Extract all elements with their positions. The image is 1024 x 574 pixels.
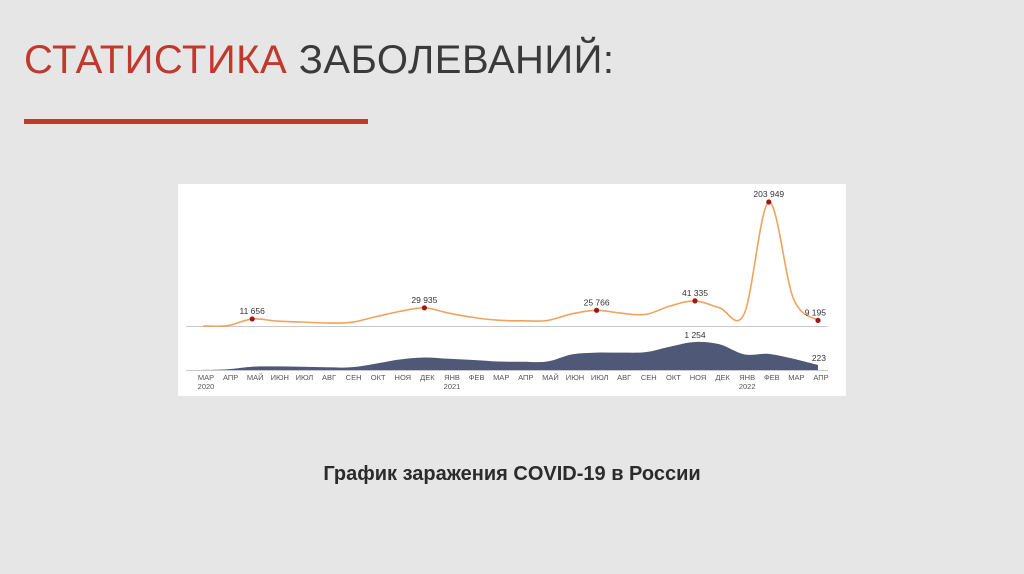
cases-peak-label: 11 656 (240, 306, 266, 316)
month-tick-label: СЕН (346, 373, 362, 382)
cases-peak-marker (766, 199, 772, 205)
cases-peak-marker (815, 317, 821, 324)
cases-peak-label: 41 335 (682, 288, 708, 298)
deaths-area (203, 341, 818, 370)
chart-panel: 11 656 29 935 25 766 41 335 203 949 9 195 1 25… (178, 184, 846, 396)
month-tick-label: НОЯ (395, 373, 412, 382)
month-tick-label: МАЙ (247, 373, 264, 382)
month-tick-label: ФЕВ (469, 373, 485, 382)
year-tick-label: 2021 (444, 382, 461, 391)
month-tick-label: НОЯ (690, 373, 707, 382)
month-tick-label: АПР (813, 373, 828, 382)
title-accent: СТАТИСТИКА (24, 38, 288, 82)
month-tick-label: МАР (198, 373, 214, 382)
month-tick-label: ЯНВ (739, 373, 755, 382)
month-tick-label: ДЕК (420, 373, 435, 382)
title-rest: ЗАБОЛЕВАНИЙ: (298, 38, 615, 82)
chart-caption: График заражения COVID-19 в России (323, 463, 701, 485)
month-tick-label: МАЙ (542, 373, 559, 382)
cases-peak-marker (594, 307, 600, 313)
month-tick-label: ДЕК (715, 373, 730, 382)
year-tick-label: 2020 (198, 382, 215, 391)
cases-peak-label: 203 949 (753, 189, 784, 199)
cases-line (202, 201, 819, 328)
slide-title: СТАТИСТИКА ЗАБОЛЕВАНИЙ: (24, 40, 615, 80)
covid-chart: 11 656 29 935 25 766 41 335 203 949 9 195 1 25… (186, 189, 829, 391)
cases-peak-label: 29 935 (411, 295, 437, 305)
month-tick-label: СЕН (641, 373, 657, 382)
month-tick-label: ИЮН (566, 373, 584, 382)
month-tick-label: ИЮЛ (296, 373, 314, 382)
month-tick-label: АВГ (322, 373, 336, 382)
month-tick-label: АВГ (617, 373, 631, 382)
cases-peak-marker (249, 316, 255, 322)
cases-peak-label: 25 766 (584, 297, 610, 307)
month-tick-label: АПР (518, 373, 533, 382)
cases-peak-marker (692, 298, 698, 304)
month-tick-label: ОКТ (371, 373, 386, 382)
cases-peak-marker (421, 305, 427, 311)
month-tick-label: АПР (223, 373, 238, 382)
title-underline (24, 119, 368, 124)
month-tick-label: МАР (788, 373, 804, 382)
month-tick-label: ИЮН (271, 373, 289, 382)
month-tick-label: ЯНВ (444, 373, 460, 382)
month-tick-label: ФЕВ (764, 373, 780, 382)
month-tick-label: ИЮЛ (591, 373, 609, 382)
month-tick-label: МАР (493, 373, 509, 382)
year-tick-label: 2022 (739, 382, 756, 391)
deaths-peak-label: 1 254 (684, 330, 706, 340)
deaths-peak-label: 223 (812, 353, 826, 363)
cases-peak-label: 9 195 (805, 307, 827, 317)
month-tick-label: ОКТ (666, 373, 681, 382)
